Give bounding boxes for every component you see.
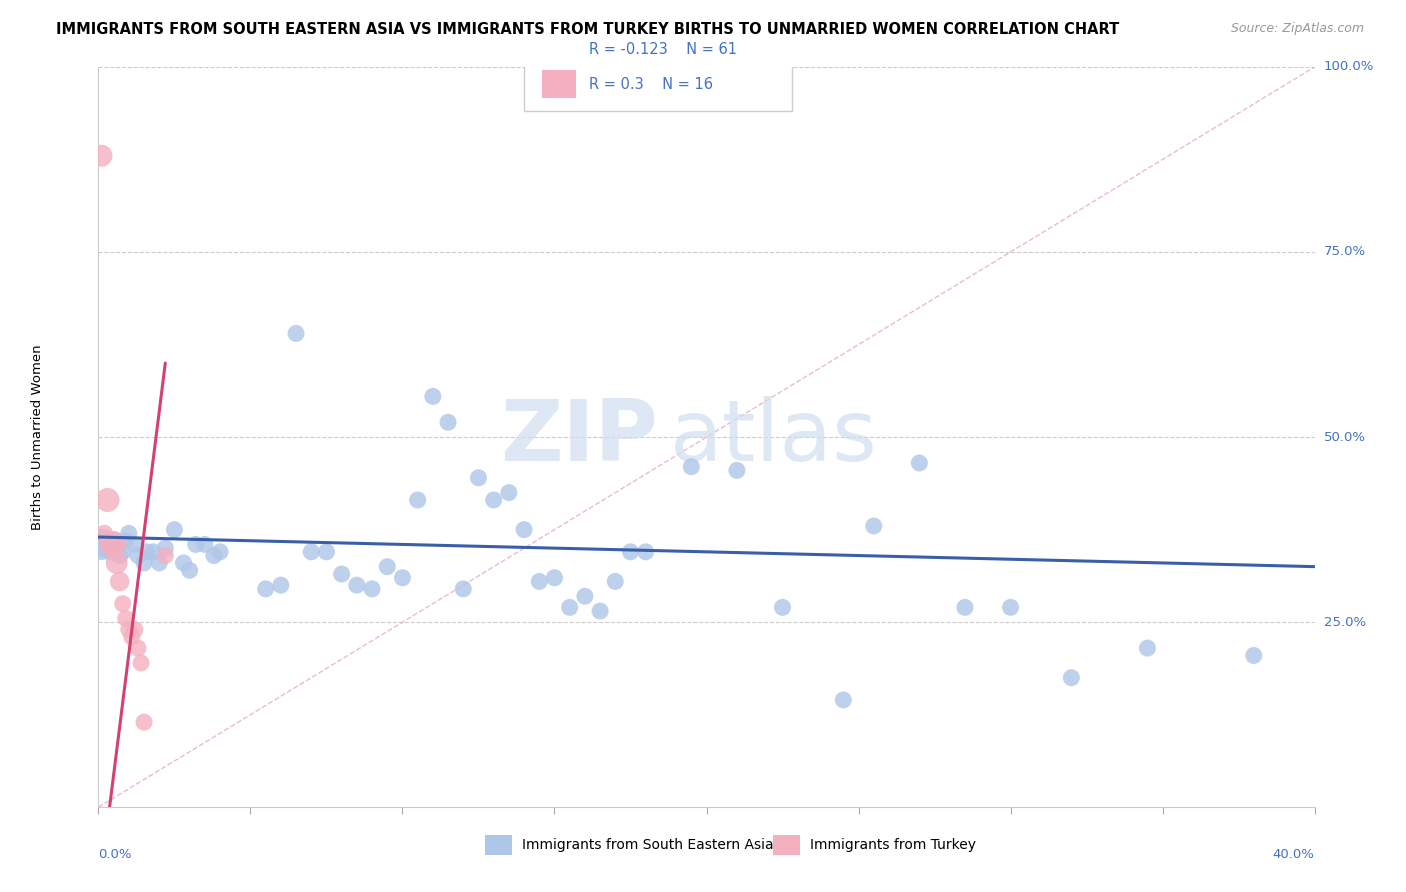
FancyBboxPatch shape: [543, 70, 576, 98]
Point: [1243, 648, 1265, 663]
Point: [315, 545, 337, 559]
Point: [163, 523, 186, 537]
Text: Immigrants from Turkey: Immigrants from Turkey: [810, 838, 976, 852]
Point: [111, 545, 134, 559]
Point: [96, 493, 118, 508]
Point: [136, 545, 159, 559]
Point: [132, 556, 155, 570]
Point: [254, 582, 277, 596]
Text: R = 0.3    N = 16: R = 0.3 N = 16: [589, 77, 713, 92]
Point: [391, 571, 413, 585]
Point: [681, 459, 703, 474]
Point: [114, 533, 136, 548]
Point: [406, 493, 429, 508]
Point: [270, 578, 292, 592]
Point: [155, 549, 177, 563]
FancyBboxPatch shape: [543, 35, 576, 63]
Point: [93, 537, 115, 551]
Point: [132, 715, 155, 730]
Point: [103, 533, 125, 548]
Point: [1136, 641, 1159, 656]
Text: IMMIGRANTS FROM SOUTH EASTERN ASIA VS IMMIGRANTS FROM TURKEY BIRTHS TO UNMARRIED: IMMIGRANTS FROM SOUTH EASTERN ASIA VS IM…: [56, 22, 1119, 37]
Point: [529, 574, 551, 589]
Point: [482, 493, 505, 508]
Point: [118, 526, 141, 541]
Point: [498, 485, 520, 500]
Point: [619, 545, 641, 559]
Text: 100.0%: 100.0%: [1323, 61, 1374, 73]
Point: [124, 537, 146, 551]
Point: [100, 537, 122, 551]
Point: [437, 415, 460, 429]
Point: [184, 537, 207, 551]
Point: [375, 559, 398, 574]
Text: ZIP: ZIP: [501, 395, 658, 479]
Text: Births to Unmarried Women: Births to Unmarried Women: [31, 344, 44, 530]
Point: [725, 463, 748, 477]
Point: [453, 582, 475, 596]
Text: 40.0%: 40.0%: [1272, 848, 1315, 861]
Text: 0.0%: 0.0%: [98, 848, 132, 861]
Point: [155, 541, 177, 555]
Point: [558, 600, 581, 615]
Point: [1060, 671, 1083, 685]
Point: [634, 545, 657, 559]
Point: [129, 656, 152, 670]
Point: [422, 389, 444, 403]
Point: [105, 556, 128, 570]
Text: atlas: atlas: [671, 395, 877, 479]
Point: [513, 523, 536, 537]
Point: [299, 545, 322, 559]
Point: [285, 326, 308, 341]
Point: [121, 630, 143, 644]
Text: 25.0%: 25.0%: [1323, 615, 1365, 629]
Point: [105, 537, 128, 551]
Point: [209, 545, 232, 559]
Point: [330, 567, 353, 582]
Point: [467, 471, 489, 485]
Point: [111, 597, 134, 611]
Text: R = -0.123    N = 61: R = -0.123 N = 61: [589, 42, 737, 57]
Text: Source: ZipAtlas.com: Source: ZipAtlas.com: [1230, 22, 1364, 36]
Point: [100, 545, 122, 559]
Point: [124, 623, 146, 637]
Point: [108, 574, 131, 589]
Point: [108, 549, 131, 563]
Point: [772, 600, 794, 615]
Point: [346, 578, 368, 592]
FancyBboxPatch shape: [524, 26, 792, 112]
Point: [173, 556, 195, 570]
Point: [361, 582, 384, 596]
Point: [96, 533, 118, 548]
Point: [118, 623, 141, 637]
Point: [862, 519, 884, 533]
Point: [90, 537, 112, 551]
Point: [605, 574, 627, 589]
FancyBboxPatch shape: [485, 835, 512, 855]
Point: [90, 149, 112, 163]
Point: [194, 537, 217, 551]
Text: Immigrants from South Eastern Asia: Immigrants from South Eastern Asia: [522, 838, 773, 852]
Point: [103, 537, 125, 551]
Point: [127, 641, 149, 656]
Point: [1000, 600, 1022, 615]
Point: [574, 589, 596, 603]
Point: [202, 549, 225, 563]
Point: [953, 600, 976, 615]
Point: [179, 563, 201, 577]
Point: [148, 556, 170, 570]
Point: [114, 611, 136, 625]
Text: 75.0%: 75.0%: [1323, 245, 1365, 259]
Point: [908, 456, 931, 470]
Point: [93, 526, 115, 541]
Point: [832, 693, 855, 707]
Point: [543, 571, 565, 585]
Point: [142, 545, 165, 559]
Text: 50.0%: 50.0%: [1323, 431, 1365, 443]
Point: [127, 549, 149, 563]
Point: [589, 604, 612, 618]
FancyBboxPatch shape: [773, 835, 800, 855]
